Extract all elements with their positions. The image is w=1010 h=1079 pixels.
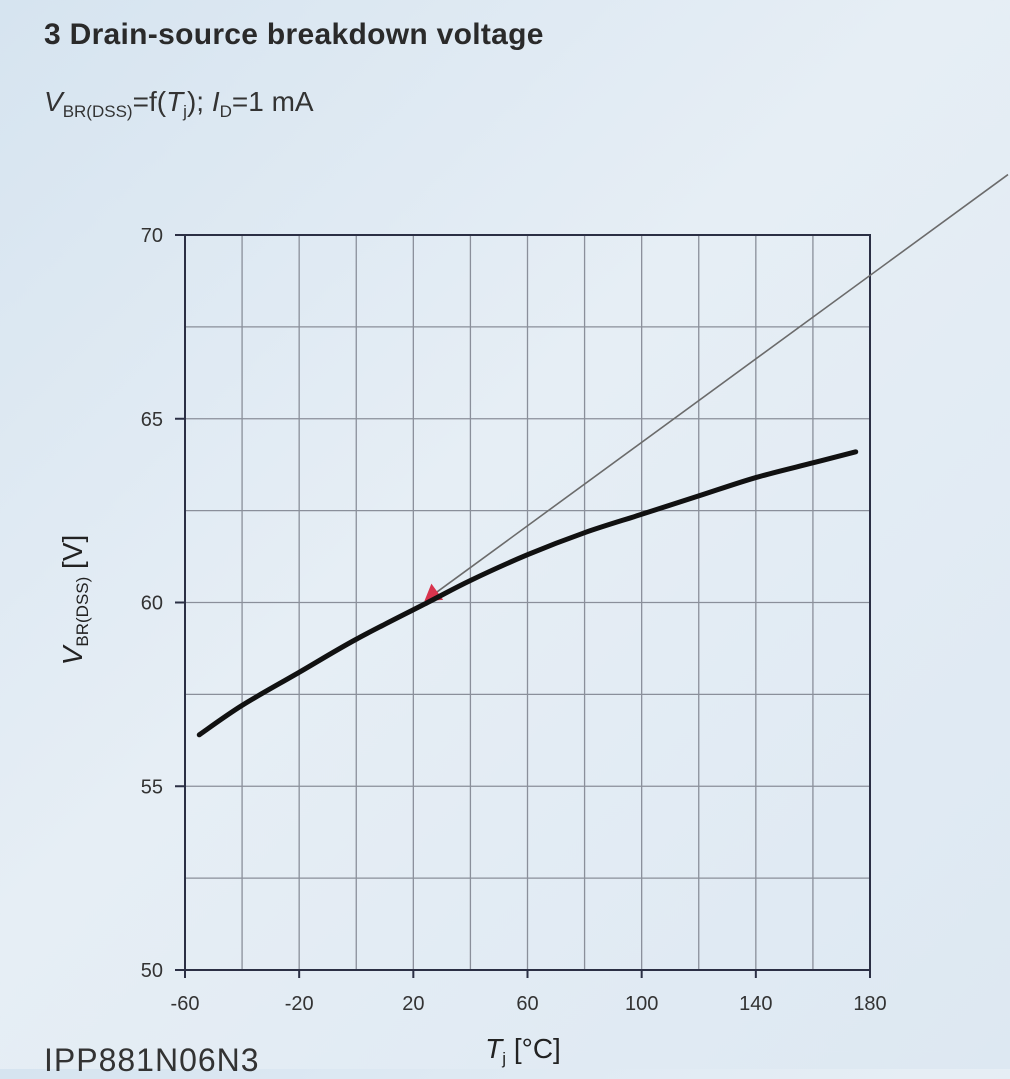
- chart-title: 3 Drain-source breakdown voltage: [44, 18, 544, 51]
- y-tick-label: 60: [141, 593, 163, 615]
- subtitle-v-symbol: V: [44, 86, 63, 117]
- x-tick-label: 60: [516, 993, 538, 1015]
- y-axis-unit: [V]: [57, 535, 88, 577]
- chart-subtitle: VBR(DSS)=f(Tj); ID=1 mA: [44, 86, 314, 122]
- subtitle-t-subscript: j: [183, 102, 187, 121]
- y-tick-label: 50: [141, 960, 163, 982]
- x-axis-unit: [°C]: [506, 1033, 561, 1064]
- x-axis-label: Tj [°C]: [485, 1033, 561, 1068]
- ticks: [175, 234, 871, 978]
- part-number: IPP881N06N3: [44, 1042, 260, 1078]
- x-tick-label: -60: [171, 993, 200, 1015]
- y-tick-label: 65: [141, 409, 163, 431]
- subtitle-end: );: [186, 86, 212, 117]
- y-axis-symbol: V: [57, 644, 88, 665]
- y-tick-label: 70: [141, 225, 163, 247]
- series-line: [196, 449, 859, 738]
- x-tick-label: 100: [625, 993, 658, 1015]
- subtitle-v-subscript: BR(DSS): [62, 102, 133, 121]
- x-tick-label: 140: [739, 993, 772, 1015]
- subtitle-i-subscript: D: [219, 102, 232, 121]
- x-tick-label: 20: [402, 993, 424, 1015]
- subtitle-tail: =1 mA: [231, 86, 314, 117]
- subtitle-t-symbol: T: [166, 86, 184, 117]
- grid: [184, 234, 871, 971]
- x-tick-label: 180: [853, 993, 886, 1015]
- x-tick-label: -20: [285, 993, 314, 1015]
- series: [196, 449, 859, 738]
- x-axis-symbol: T: [485, 1033, 504, 1064]
- tick-labels: 50 55 60 65 70 -60 -20 20 60 100 140 180: [141, 225, 887, 1015]
- subtitle-mid: =f(: [132, 86, 167, 117]
- annotation: [424, 173, 1009, 602]
- y-axis-subscript: BR(DSS): [73, 577, 92, 647]
- subtitle-i-symbol: I: [211, 86, 220, 117]
- tangent-line: [427, 173, 1009, 600]
- x-axis-subscript: j: [501, 1049, 506, 1068]
- y-tick-label: 55: [141, 776, 163, 798]
- y-axis-label: VBR(DSS) [V]: [57, 535, 92, 666]
